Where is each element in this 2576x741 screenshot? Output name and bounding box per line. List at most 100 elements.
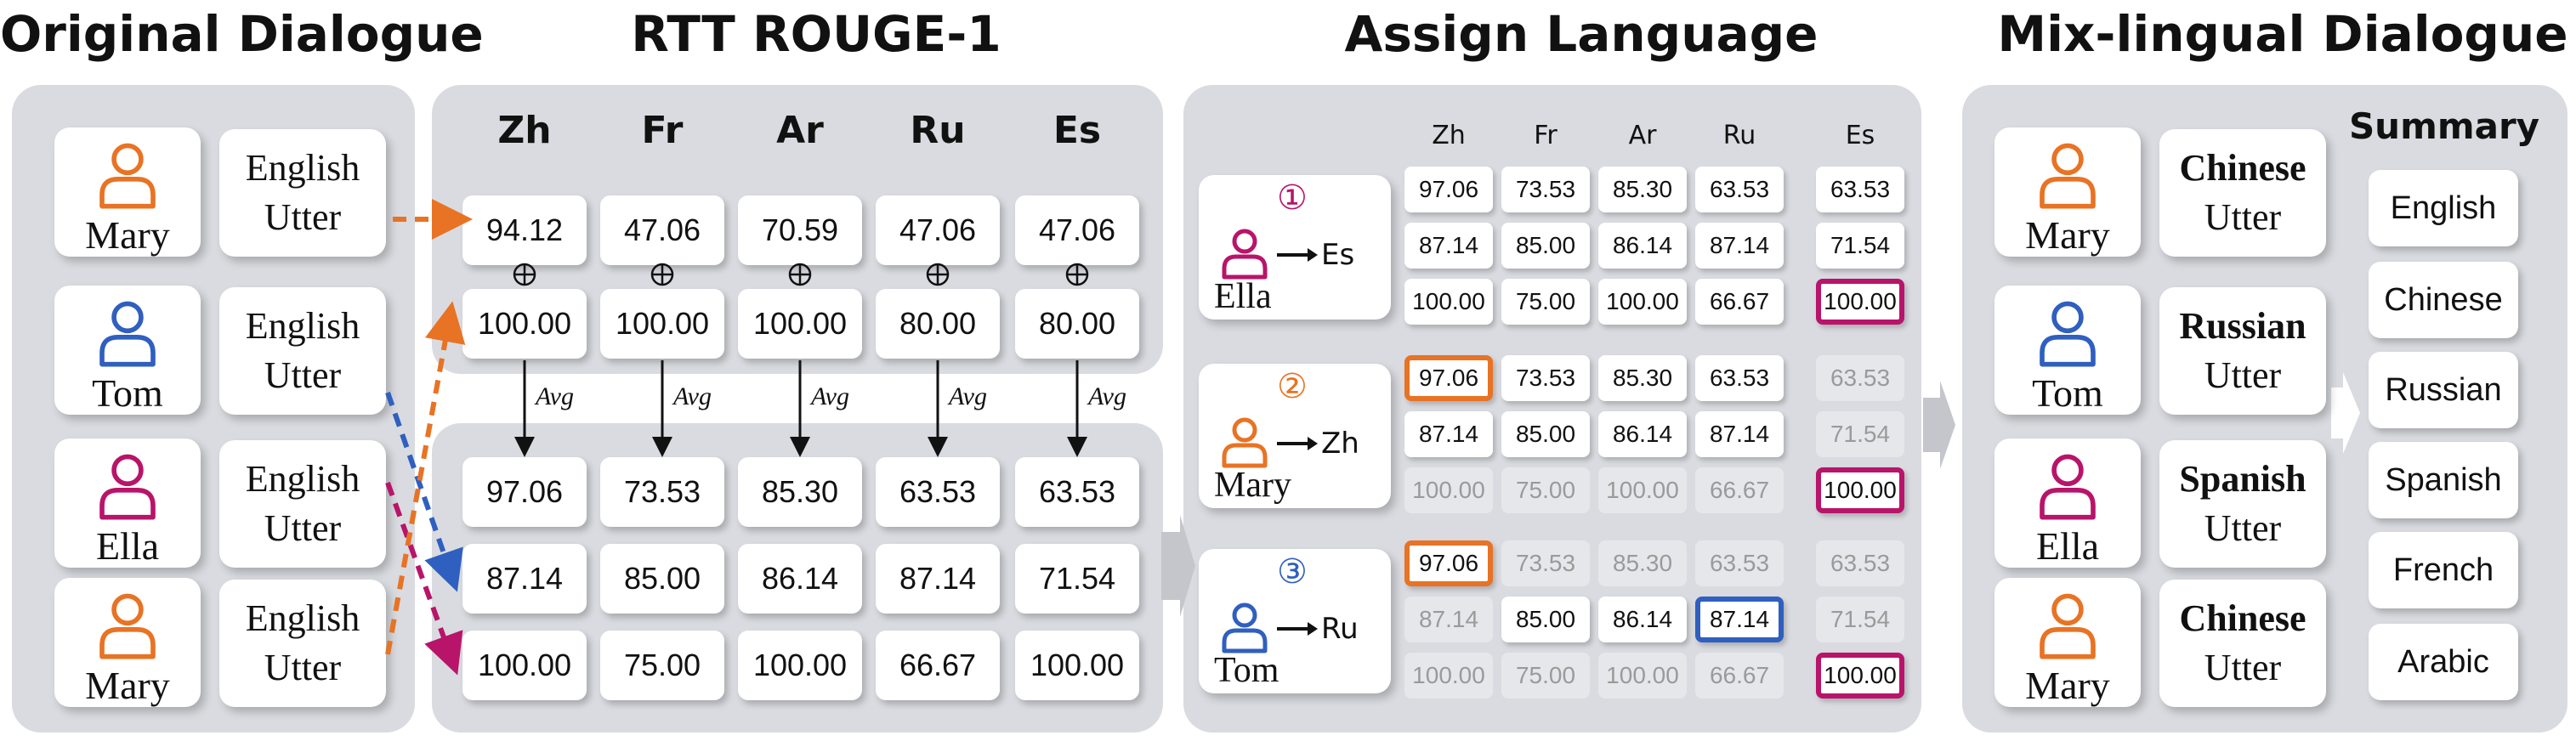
assign-score-cell: 97.06 <box>1404 355 1493 401</box>
step-number: ① <box>1277 178 1308 218</box>
avg-label: Avg <box>536 382 574 410</box>
speaker-card-mary: Mary <box>54 578 201 707</box>
title-rtt-rouge: RTT ROUGE-1 <box>631 5 1001 63</box>
rtt-score-cell: 47.06 <box>876 195 1000 265</box>
utterance-language: Chinese <box>2179 597 2306 639</box>
rtt-column-header: Fr <box>641 109 684 152</box>
rtt-average-cell: 100.00 <box>1015 631 1139 700</box>
assign-score-cell: 86.14 <box>1598 411 1687 457</box>
assign-step-card: ③ Ru Tom <box>1199 549 1391 693</box>
rtt-score-cell: 100.00 <box>600 289 724 359</box>
assign-column-header: Ru <box>1722 121 1756 150</box>
assign-score-cell: 63.53 <box>1816 167 1904 212</box>
assign-score-cell: 66.67 <box>1695 653 1784 699</box>
assign-score-cell: 86.14 <box>1598 597 1687 642</box>
assign-score-cell: 73.53 <box>1501 540 1590 586</box>
rtt-average-cell: 63.53 <box>876 457 1000 527</box>
assign-score-cell: 100.00 <box>1404 653 1493 699</box>
assigned-language: Ru <box>1321 612 1359 646</box>
rtt-score-cell: 80.00 <box>1015 289 1139 359</box>
mix-speaker-card-mary: Mary <box>1994 578 2141 707</box>
summary-language-card: French <box>2369 532 2518 608</box>
speaker-name: Tom <box>2032 371 2103 415</box>
speaker-card-mary: Mary <box>54 127 201 257</box>
rtt-average-cell: 75.00 <box>600 631 724 700</box>
assign-score-cell: 100.00 <box>1816 653 1904 699</box>
utterance-language: English <box>245 458 360 500</box>
speaker-name: Mary <box>2025 664 2110 707</box>
assign-column-header: Fr <box>1534 121 1558 150</box>
person-icon <box>99 593 156 659</box>
assign-score-cell: 87.14 <box>1404 411 1493 457</box>
step-number: ③ <box>1277 552 1308 591</box>
person-icon <box>2040 593 2096 659</box>
speaker-name: Mary <box>85 664 170 707</box>
assign-score-cell: 100.00 <box>1598 653 1687 699</box>
speaker-card-tom: Tom <box>54 286 201 415</box>
utterance-language: English <box>245 305 360 347</box>
mix-utterance-card: Spanish Utter <box>2159 440 2326 568</box>
person-icon <box>99 454 156 520</box>
rtt-average-cell: 73.53 <box>600 457 724 527</box>
rtt-average-cell: 85.30 <box>738 457 862 527</box>
assign-step-card: ② Zh Mary <box>1199 364 1391 508</box>
assign-score-cell: 75.00 <box>1501 467 1590 513</box>
assign-score-cell: 75.00 <box>1501 653 1590 699</box>
assign-score-cell: 100.00 <box>1404 279 1493 325</box>
avg-label: Avg <box>673 382 712 410</box>
rtt-average-cell: 66.67 <box>876 631 1000 700</box>
assign-score-cell: 73.53 <box>1501 167 1590 212</box>
mix-utterance-card: Russian Utter <box>2159 287 2326 415</box>
assign-score-cell: 85.00 <box>1501 597 1590 642</box>
title-original-dialogue: Original Dialogue <box>0 5 484 63</box>
title-assign-language: Assign Language <box>1344 5 1819 63</box>
assign-score-cell: 63.53 <box>1816 540 1904 586</box>
assign-score-cell: 87.14 <box>1695 597 1784 642</box>
assign-score-cell: 73.53 <box>1501 355 1590 401</box>
oplus-icon <box>513 263 536 286</box>
utterance-label: Utter <box>264 647 342 688</box>
rtt-average-cell: 71.54 <box>1015 544 1139 614</box>
utterance-label: Utter <box>264 196 342 238</box>
assigned-language: Es <box>1321 238 1355 272</box>
assign-score-cell: 87.14 <box>1404 597 1493 642</box>
speaker-name: Tom <box>1214 651 1279 690</box>
utterance-language: Spanish <box>2179 458 2306 500</box>
rtt-average-cell: 63.53 <box>1015 457 1139 527</box>
mix-utterance-card: Chinese Utter <box>2159 129 2326 257</box>
person-icon <box>1222 602 1268 653</box>
rtt-score-cell: 70.59 <box>738 195 862 265</box>
speaker-name: Ella <box>1214 277 1272 316</box>
rtt-score-cell: 47.06 <box>1015 195 1139 265</box>
assign-score-cell: 85.30 <box>1598 167 1687 212</box>
rtt-average-cell: 100.00 <box>462 631 587 700</box>
title-mix-lingual-dialogue: Mix-lingual Dialogue <box>1997 5 2568 63</box>
summary-language-card: Russian <box>2369 352 2518 428</box>
person-icon <box>1222 229 1268 280</box>
assign-score-cell: 97.06 <box>1404 167 1493 212</box>
rtt-score-cell: 94.12 <box>462 195 587 265</box>
assign-step-card: ① Es Ella <box>1199 175 1391 320</box>
utterance-language: English <box>245 147 360 189</box>
speaker-name: Tom <box>92 371 163 415</box>
assign-score-cell: 71.54 <box>1816 223 1904 269</box>
oplus-icon <box>1065 263 1089 286</box>
assign-score-cell: 85.00 <box>1501 223 1590 269</box>
rtt-score-cell: 80.00 <box>876 289 1000 359</box>
utterance-card: English Utter <box>219 580 386 707</box>
utterance-card: English Utter <box>219 440 386 568</box>
mix-speaker-card-mary: Mary <box>1994 127 2141 257</box>
rtt-column-header: Zh <box>497 109 552 152</box>
avg-label: Avg <box>949 382 987 410</box>
assign-score-cell: 100.00 <box>1404 467 1493 513</box>
utterance-card: English Utter <box>219 287 386 415</box>
assign-score-cell: 100.00 <box>1598 279 1687 325</box>
speaker-card-ella: Ella <box>54 438 201 568</box>
oplus-icon <box>926 263 950 286</box>
utterance-label: Utter <box>264 354 342 396</box>
person-icon <box>2040 143 2096 209</box>
utterance-label: Utter <box>2204 507 2282 549</box>
summary-title: Summary <box>2348 105 2540 147</box>
assign-score-cell: 87.14 <box>1695 411 1784 457</box>
mix-speaker-card-tom: Tom <box>1994 286 2141 415</box>
